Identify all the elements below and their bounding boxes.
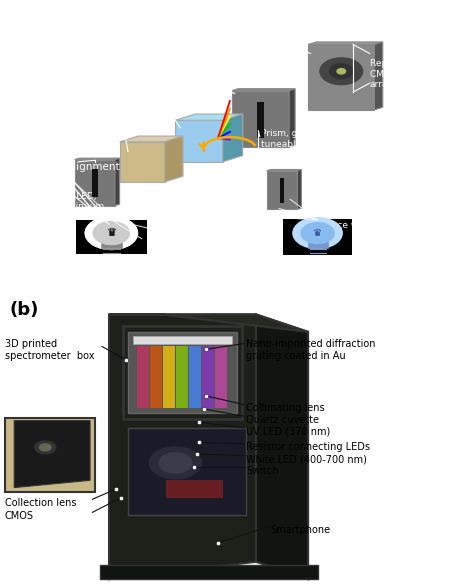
Bar [232,101,472,289]
Text: Optical source (LED,
bulb, supercontinuum
source, tuneable laser): Optical source (LED, bulb, supercontinuu… [5,192,109,221]
Bar [150,346,162,407]
Text: Replace with CCD,
CMOS, photodetector
array: Replace with CCD, CMOS, photodetector ar… [370,59,467,89]
Bar [75,159,115,206]
Polygon shape [175,114,243,121]
Text: Photodetector: Photodetector [186,18,260,28]
Polygon shape [232,89,295,91]
Text: ♛: ♛ [106,228,117,238]
Text: FLUORESCENCE: FLUORESCENCE [314,289,406,299]
Bar [123,326,242,419]
Text: Switch: Switch [246,466,279,476]
Polygon shape [298,169,301,209]
Bar [308,45,374,110]
Text: Collimating lens: Collimating lens [246,403,325,413]
Text: CMOS: CMOS [5,511,34,521]
Bar [100,236,123,248]
Text: 3D printed
spectrometer  box: 3D printed spectrometer box [5,339,94,361]
Polygon shape [374,42,383,110]
Bar [166,480,223,498]
Circle shape [35,441,56,454]
Bar [280,178,284,202]
Bar [257,102,264,138]
Text: Prism, grating or replace with
tuneable source at input.: Prism, grating or replace with tuneable … [261,129,395,149]
Circle shape [93,222,129,245]
Bar [128,428,246,515]
Bar [119,142,165,182]
Text: Collection lens: Collection lens [5,498,76,508]
Text: Tuneable dispersive
element: Tuneable dispersive element [123,101,227,122]
Circle shape [301,223,334,243]
Text: Smartphone: Smartphone [270,526,330,536]
Polygon shape [109,315,308,332]
Bar [128,332,237,413]
Polygon shape [14,420,90,487]
Bar [101,236,122,248]
Bar [202,346,214,407]
Circle shape [337,69,346,74]
Text: ♛: ♛ [106,228,117,238]
Text: Nano-imprinted diffraction
grating coated in Au: Nano-imprinted diffraction grating coate… [246,339,376,361]
Bar [163,346,175,407]
Polygon shape [308,42,383,45]
Circle shape [93,222,129,245]
Circle shape [320,58,363,85]
Circle shape [293,218,342,249]
Text: Quartz cuvette: Quartz cuvette [246,415,319,425]
Text: (b): (b) [9,301,39,319]
Polygon shape [109,315,256,579]
Bar [137,346,149,407]
Text: Alignment slit: Alignment slit [66,162,139,172]
Bar [92,169,98,197]
Text: Resistor connecting LEDs: Resistor connecting LEDs [246,442,371,453]
Polygon shape [289,89,295,147]
Text: White LED (400-700 nm): White LED (400-700 nm) [246,454,367,464]
Polygon shape [75,158,119,159]
Bar [5,417,95,492]
Circle shape [85,217,137,249]
Circle shape [85,217,137,249]
Polygon shape [256,315,308,579]
Bar [189,346,201,407]
Text: UV LED (370 nm): UV LED (370 nm) [246,426,331,436]
Text: (a): (a) [9,9,38,27]
Text: Filtering slit: Filtering slit [164,79,225,89]
Bar [283,219,352,255]
Polygon shape [115,158,119,206]
Text: Excitation source
(LED, laser, broadband
source with filter): Excitation source (LED, laser, broadband… [318,201,421,230]
Polygon shape [100,564,318,579]
Bar [175,121,223,162]
Circle shape [159,453,192,473]
Bar [133,336,232,343]
Polygon shape [223,114,243,162]
Bar [176,346,188,407]
Text: ABSORPTION: ABSORPTION [52,289,128,299]
Bar [215,346,227,407]
Polygon shape [164,136,183,182]
Bar [266,171,297,209]
Circle shape [149,447,201,479]
Polygon shape [266,169,301,171]
Circle shape [39,444,51,451]
Text: ♛: ♛ [313,228,322,238]
Bar [232,91,289,147]
Bar [76,220,147,254]
Circle shape [329,64,353,79]
Text: Sample under test: Sample under test [81,138,177,148]
Bar [308,237,328,248]
Polygon shape [119,136,183,142]
